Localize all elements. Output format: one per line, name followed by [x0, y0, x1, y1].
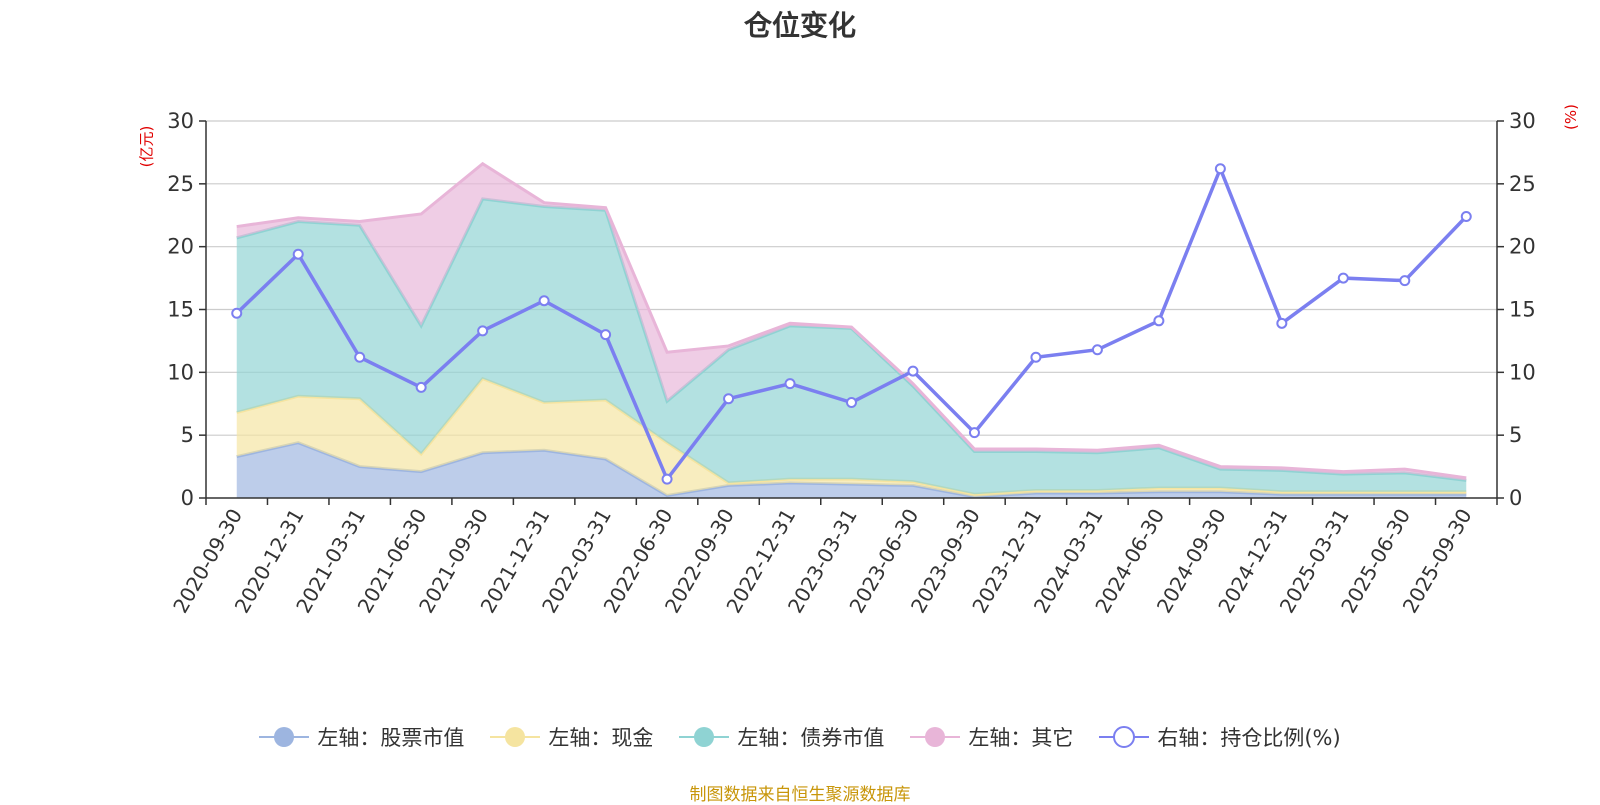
holding-ratio-point [600, 329, 612, 341]
holding-ratio-point [661, 473, 673, 485]
holding-ratio-point [1460, 211, 1472, 223]
holding-ratio-point [477, 325, 489, 337]
holding-ratio-point [1153, 315, 1165, 327]
holding-ratio-point [1337, 272, 1349, 284]
left-axis-tick-label: 5 [181, 423, 194, 447]
holding-ratio-point [784, 378, 796, 390]
legend-label: 左轴：债券市值 [737, 726, 885, 750]
legend-label: 右轴：持仓比例(%) [1157, 726, 1341, 750]
left-axis-tick-label: 20 [167, 235, 194, 259]
holding-ratio-point [1091, 344, 1103, 356]
position-change-chart: 0510152025300510152025302020-09-302020-1… [167, 109, 1536, 617]
right-axis-tick-label: 10 [1509, 360, 1536, 384]
holding-ratio-point [1399, 275, 1411, 287]
area-series-4-edge [236, 161, 1467, 480]
area-series-3 [236, 198, 1467, 495]
legend-swatch-icon [679, 727, 730, 747]
legend-label: 左轴：股票市值 [317, 726, 465, 750]
legend-swatch-icon [910, 727, 961, 747]
holding-ratio-point [968, 427, 980, 439]
holding-ratio-point [723, 393, 735, 405]
holding-ratio-point [415, 381, 427, 393]
area-series-2 [236, 378, 1467, 497]
right-axis-tick-label: 5 [1509, 423, 1522, 447]
holding-ratio-point [1214, 163, 1226, 175]
legend-label: 左轴：其它 [968, 726, 1074, 750]
holding-ratio-point [354, 351, 366, 363]
right-axis-tick-label: 25 [1509, 172, 1536, 196]
holding-ratio-point [292, 248, 304, 260]
right-axis-tick-label: 20 [1509, 235, 1536, 259]
chart-title: 仓位变化 [743, 9, 856, 42]
legend-item[interactable]: 左轴：现金 [490, 722, 653, 752]
area-series-1 [236, 442, 1467, 498]
legend-swatch-icon [490, 727, 541, 747]
left-axis-tick-label: 0 [181, 486, 194, 510]
left-axis-tick-label: 30 [167, 109, 194, 133]
legend-item[interactable]: 左轴：其它 [910, 722, 1073, 752]
legend-item[interactable]: 左轴：股票市值 [259, 722, 464, 752]
left-axis-tick-label: 15 [167, 298, 194, 322]
holding-ratio-point [1030, 351, 1042, 363]
holding-ratio-point [907, 365, 919, 377]
right-axis-tick-label: 0 [1509, 486, 1522, 510]
data-source-footer: 制图数据来自恒生聚源数据库 [689, 785, 911, 805]
right-axis-tick-label: 15 [1509, 298, 1536, 322]
holding-ratio-point [231, 307, 243, 319]
holding-ratio-point [538, 295, 550, 307]
legend-item[interactable]: 右轴：持仓比例(%) [1099, 722, 1341, 752]
left-axis-tick-label: 25 [167, 172, 194, 196]
legend-label: 左轴：现金 [548, 726, 654, 750]
left-axis-tick-label: 10 [167, 360, 194, 384]
holding-ratio-point [846, 396, 857, 408]
legend-swatch-icon [1099, 726, 1150, 748]
holding-ratio-point [1276, 317, 1288, 329]
right-axis-tick-label: 30 [1509, 109, 1536, 133]
area-series-1-edge [236, 441, 1467, 499]
legend-swatch-icon [259, 727, 310, 747]
legend-item[interactable]: 左轴：债券市值 [679, 722, 884, 752]
chart-legend: 左轴：股票市值 左轴：现金 左轴：债券市值 左轴：其它 右轴：持仓比例(%) [0, 722, 1600, 752]
